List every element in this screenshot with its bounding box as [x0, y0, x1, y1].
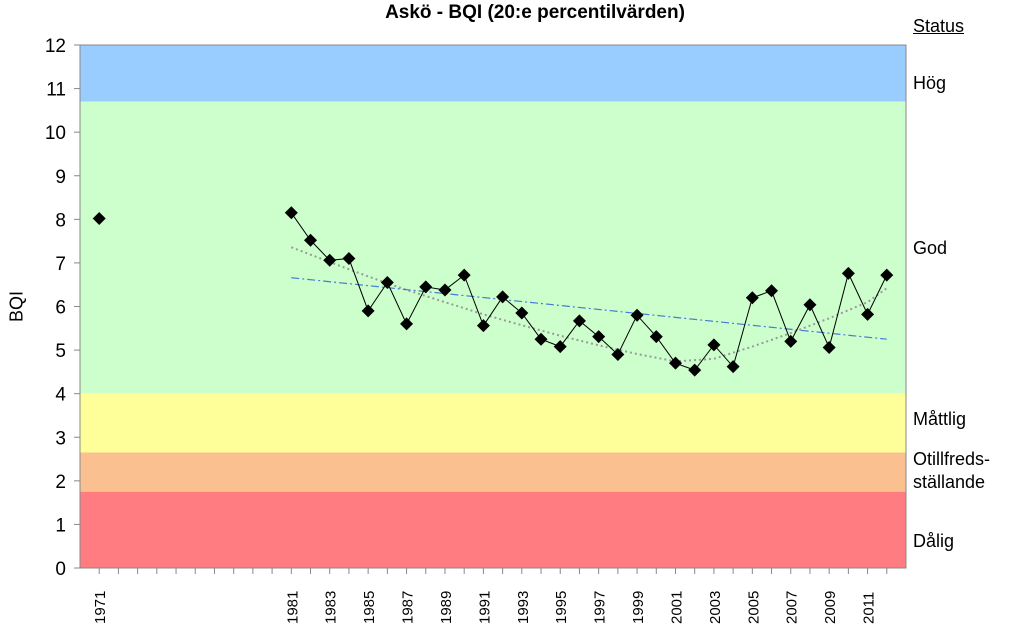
- data-point-1989: [438, 283, 452, 297]
- x-tick-label: 1985: [361, 591, 378, 624]
- y-tick-label: 6: [55, 298, 66, 319]
- x-tick-label: 2011: [861, 592, 878, 624]
- band-1: [80, 101, 906, 394]
- data-point-1983: [323, 253, 337, 267]
- x-tick-label: 1999: [630, 591, 647, 624]
- x-tick-label: 1987: [400, 591, 417, 624]
- data-point-1984: [342, 252, 356, 266]
- data-point-2006: [765, 284, 779, 298]
- series-layer: [92, 206, 894, 377]
- status-label-4: Dålig: [913, 531, 955, 551]
- chart-title: Askö - BQI (20:e percentilvärden): [385, 2, 685, 23]
- data-point-1987: [400, 317, 414, 331]
- y-tick-label: 12: [45, 36, 66, 57]
- y-tick-label: 11: [46, 80, 66, 101]
- data-point-2002: [688, 363, 702, 377]
- y-tick-label: 9: [55, 167, 66, 188]
- status-label-2: Måttlig: [913, 409, 967, 429]
- data-point-2005: [745, 291, 759, 305]
- y-tick-label: 5: [55, 341, 66, 362]
- y-tick-label: 8: [55, 210, 66, 231]
- x-tick-label: 2007: [784, 591, 801, 624]
- data-point-2010: [841, 266, 855, 280]
- data-point-1994: [534, 332, 548, 346]
- y-tick-label: 0: [55, 559, 66, 580]
- y-tick-label: 3: [55, 428, 66, 449]
- data-point-1985: [361, 304, 375, 318]
- data-point-2004: [726, 360, 740, 374]
- status-bands: [80, 45, 906, 568]
- y-tick-label: 4: [55, 385, 66, 406]
- band-0: [80, 45, 906, 102]
- data-point-2000: [649, 330, 663, 344]
- status-label-3: Otillfreds- ställande: [913, 449, 991, 492]
- status-label-1: God: [913, 238, 948, 258]
- data-point-2008: [803, 298, 817, 312]
- x-tick-label: 1995: [553, 591, 570, 624]
- x-tick-label: 1997: [592, 591, 609, 624]
- data-point-1993: [515, 306, 529, 320]
- data-point-1982: [304, 233, 318, 247]
- y-tick-label: 10: [45, 123, 66, 144]
- x-tick-label: 2005: [745, 591, 762, 624]
- data-point-2003: [707, 338, 721, 352]
- x-tick-label: 1991: [476, 591, 493, 624]
- data-point-2011: [861, 307, 875, 321]
- x-tick-label: 2003: [707, 591, 724, 624]
- data-point-1998: [611, 347, 625, 361]
- data-point-1996: [572, 314, 586, 328]
- linear-trend-line: [291, 277, 887, 340]
- y-tick-label: 1: [55, 515, 66, 536]
- x-tick-label: 1993: [515, 591, 532, 624]
- x-tick-label: 1989: [438, 591, 455, 624]
- data-point-1999: [630, 308, 644, 322]
- x-tick-label: 1981: [284, 591, 301, 624]
- data-point-1986: [380, 276, 394, 290]
- status-label-0: Hög: [913, 73, 947, 93]
- data-point-2012: [880, 268, 894, 282]
- data-point-1971: [92, 211, 106, 225]
- x-tick-label: 2001: [668, 591, 685, 624]
- status-header: Status: [913, 16, 965, 36]
- data-point-1997: [592, 330, 606, 344]
- data-point-1988: [419, 280, 433, 294]
- data-point-1981: [284, 206, 298, 220]
- band-4: [80, 491, 906, 568]
- y-tick-label: 7: [55, 254, 66, 275]
- data-point-1990: [457, 268, 471, 282]
- data-point-1995: [553, 340, 567, 354]
- data-point-2009: [822, 340, 836, 354]
- band-2: [80, 393, 906, 453]
- x-tick-label: 1971: [92, 591, 109, 624]
- data-point-1991: [476, 319, 490, 333]
- data-point-1992: [496, 290, 510, 304]
- data-point-2001: [668, 356, 682, 370]
- band-3: [80, 452, 906, 492]
- data-point-2007: [784, 334, 798, 348]
- bqi-series-line: [290, 212, 888, 371]
- x-tick-label: 1983: [323, 591, 340, 624]
- x-tick-label: 2009: [822, 591, 839, 624]
- y-tick-label: 2: [55, 472, 66, 493]
